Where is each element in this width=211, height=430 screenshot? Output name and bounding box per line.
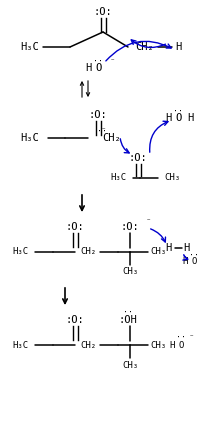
Text: ⁻: ⁻ [145, 218, 151, 227]
Text: ⁻: ⁻ [109, 58, 115, 67]
Text: CH₃: CH₃ [164, 173, 180, 182]
Text: H: H [187, 113, 193, 123]
Text: O: O [191, 258, 197, 267]
Text: H: H [175, 42, 181, 52]
Text: H: H [165, 243, 171, 253]
Text: ⁻: ⁻ [188, 334, 194, 343]
Text: :OH: :OH [119, 315, 137, 325]
Text: O: O [178, 341, 184, 350]
Text: O: O [175, 113, 181, 123]
Text: H₃C: H₃C [12, 341, 28, 350]
Text: H: H [169, 341, 175, 350]
Text: ··: ·· [176, 334, 186, 343]
Text: ··: ·· [97, 128, 107, 136]
Text: :O:: :O: [66, 315, 84, 325]
Text: ··: ·· [173, 108, 183, 117]
Text: H: H [85, 63, 91, 73]
Text: ⁻: ⁻ [100, 126, 106, 135]
Text: H₃C: H₃C [12, 248, 28, 257]
Text: CH₂: CH₂ [80, 341, 96, 350]
Text: H₃C: H₃C [21, 42, 39, 52]
Text: O: O [95, 63, 101, 73]
Text: CH₂: CH₂ [80, 248, 96, 257]
Text: CH₂: CH₂ [103, 133, 121, 143]
Text: :O:: :O: [129, 153, 147, 163]
Text: :O:: :O: [89, 110, 107, 120]
Text: H₃C: H₃C [110, 173, 126, 182]
Text: ··: ·· [93, 58, 103, 67]
Text: H: H [182, 258, 188, 267]
Text: CH₃: CH₃ [150, 341, 166, 350]
Text: CH₃: CH₃ [122, 267, 138, 276]
Text: :O:: :O: [94, 7, 112, 17]
Text: :O:: :O: [121, 222, 139, 232]
Text: H₃C: H₃C [21, 133, 39, 143]
Text: CH₂: CH₂ [136, 42, 154, 52]
Text: ··: ·· [189, 252, 199, 261]
Text: H: H [183, 243, 189, 253]
Text: CH₃: CH₃ [150, 248, 166, 257]
Text: ··: ·· [123, 308, 133, 317]
Text: H: H [165, 113, 171, 123]
Text: :O:: :O: [66, 222, 84, 232]
Text: CH₃: CH₃ [122, 360, 138, 369]
